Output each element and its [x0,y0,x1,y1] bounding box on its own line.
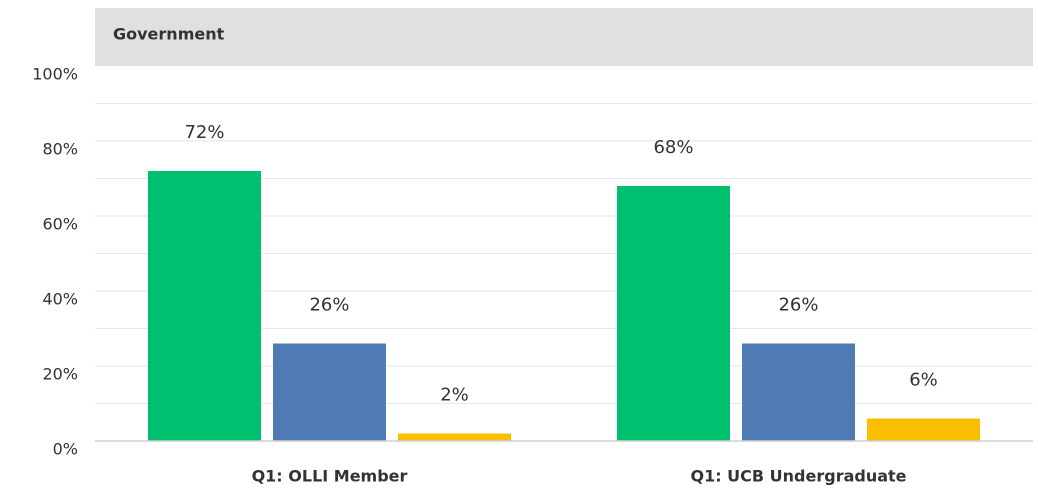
bar [867,418,980,441]
y-tick-label: 60% [42,215,78,234]
y-tick-label: 80% [42,140,78,159]
value-label: 26% [778,295,818,316]
value-label: 72% [184,122,224,143]
bar [398,433,511,441]
x-tick-label: Q1: UCB Undergraduate [690,467,906,486]
value-label: 26% [309,295,349,316]
chart-title: Government [113,25,225,44]
bar [148,171,261,441]
value-label: 68% [653,137,693,158]
x-tick-label: Q1: OLLI Member [252,467,408,486]
value-label: 6% [909,370,938,391]
header-band [95,8,1033,66]
y-tick-label: 40% [42,290,78,309]
y-tick-label: 20% [42,365,78,384]
y-tick-label: 0% [53,440,78,459]
value-label: 2% [440,385,469,406]
bar [273,343,386,441]
bar [742,343,855,441]
y-tick-label: 100% [32,65,78,84]
bar [617,186,730,441]
